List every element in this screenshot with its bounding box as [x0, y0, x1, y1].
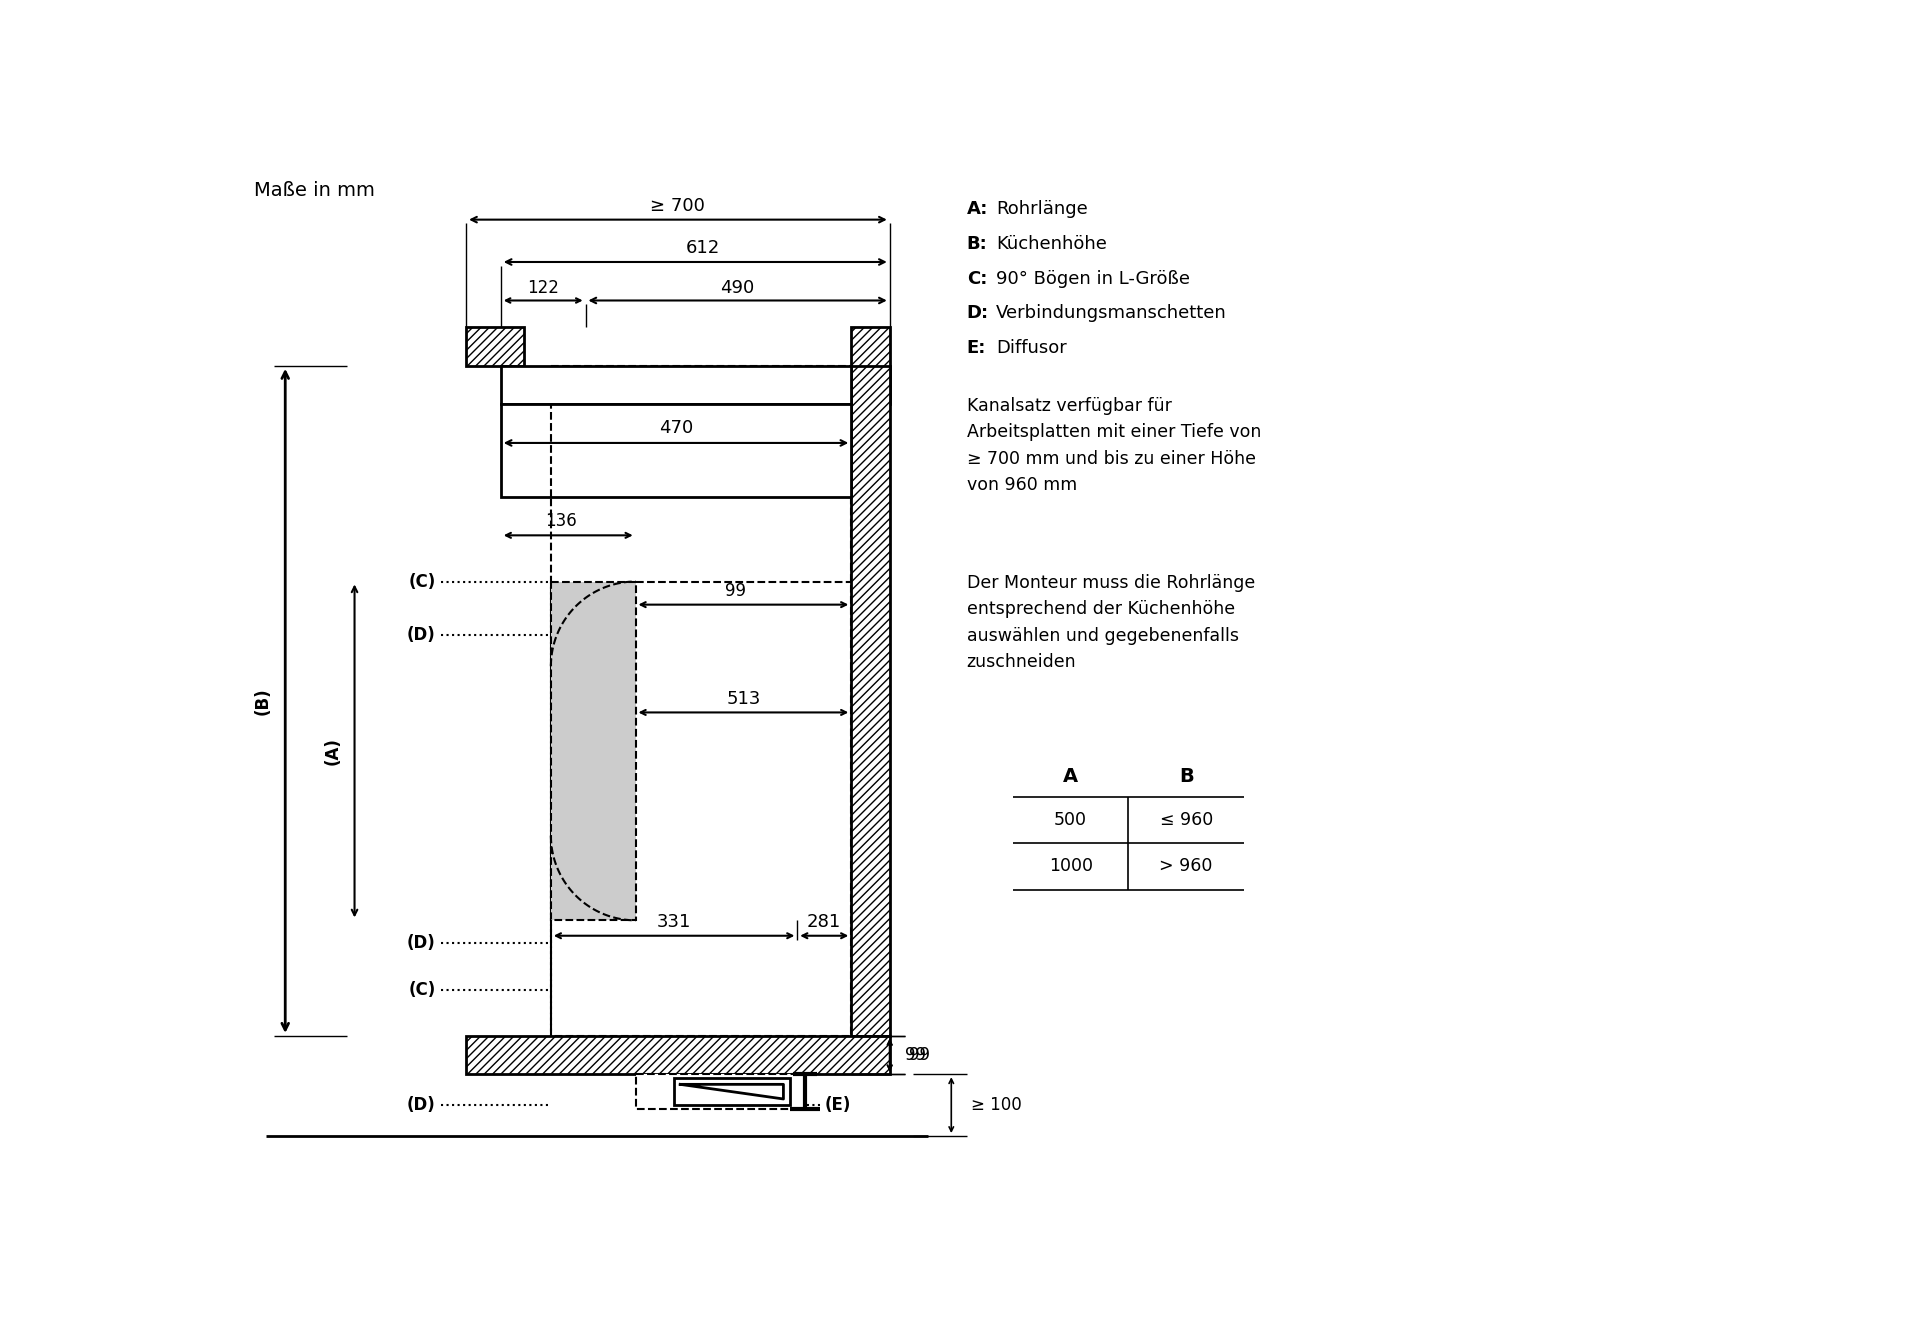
Polygon shape [680, 1084, 783, 1098]
Text: (E): (E) [825, 1096, 852, 1114]
Text: > 960: > 960 [1160, 857, 1213, 876]
Bar [467, 1036, 890, 1075]
Bar [551, 582, 636, 921]
Bar [852, 366, 890, 1036]
Text: 331: 331 [657, 913, 692, 931]
Text: Diffusor: Diffusor [996, 338, 1067, 357]
Text: 490: 490 [720, 279, 754, 298]
Text: (A): (A) [324, 738, 343, 765]
Text: Rohrlänge: Rohrlänge [996, 200, 1088, 219]
Text: (C): (C) [408, 981, 436, 998]
Text: Küchenhöhe: Küchenhöhe [996, 234, 1107, 253]
Text: Kanalsatz verfügbar für
Arbeitsplatten mit einer Tiefe von
≥ 700 mm und bis zu e: Kanalsatz verfügbar für Arbeitsplatten m… [966, 396, 1261, 494]
Text: 136: 136 [545, 512, 577, 531]
Bar [852, 328, 890, 404]
Bar [501, 404, 852, 497]
Text: 89: 89 [583, 736, 604, 753]
Text: 612: 612 [686, 240, 720, 257]
Text: 122: 122 [528, 279, 560, 298]
Text: ≤ 960: ≤ 960 [1160, 811, 1213, 830]
Text: 90° Bögen in L-Größe: 90° Bögen in L-Größe [996, 270, 1191, 287]
Bar [467, 328, 524, 366]
Text: ≥ 100: ≥ 100 [970, 1096, 1021, 1114]
Text: B:: B: [966, 234, 987, 253]
Bar [501, 366, 852, 404]
Text: A:: A: [966, 200, 989, 219]
Text: 99: 99 [909, 1046, 930, 1064]
Text: A: A [1063, 766, 1078, 785]
Text: (D): (D) [406, 1096, 436, 1114]
Text: (D): (D) [406, 935, 436, 952]
Text: 99: 99 [905, 1046, 926, 1064]
Text: 500: 500 [1053, 811, 1088, 830]
Bar [636, 1075, 806, 1109]
Text: D:: D: [966, 304, 989, 323]
Text: 1000: 1000 [1048, 857, 1093, 876]
Bar [551, 366, 852, 1036]
Text: 99: 99 [726, 582, 747, 599]
Text: ≥ 700: ≥ 700 [650, 196, 705, 215]
Text: 513: 513 [726, 690, 760, 707]
Text: Der Monteur muss die Rohrlänge
entsprechend der Küchenhöhe
auswählen und gegeben: Der Monteur muss die Rohrlänge entsprech… [966, 574, 1255, 672]
Text: 281: 281 [808, 913, 842, 931]
Text: Verbindungsmanschetten: Verbindungsmanschetten [996, 304, 1227, 323]
Text: C:: C: [966, 270, 987, 287]
Text: (C): (C) [408, 573, 436, 590]
Text: E:: E: [966, 338, 987, 357]
Text: Maße in mm: Maße in mm [255, 182, 375, 200]
Text: (B): (B) [253, 687, 271, 715]
Text: B: B [1179, 766, 1194, 785]
Bar [674, 1079, 789, 1105]
Text: (D): (D) [406, 627, 436, 644]
Text: 470: 470 [659, 419, 693, 436]
